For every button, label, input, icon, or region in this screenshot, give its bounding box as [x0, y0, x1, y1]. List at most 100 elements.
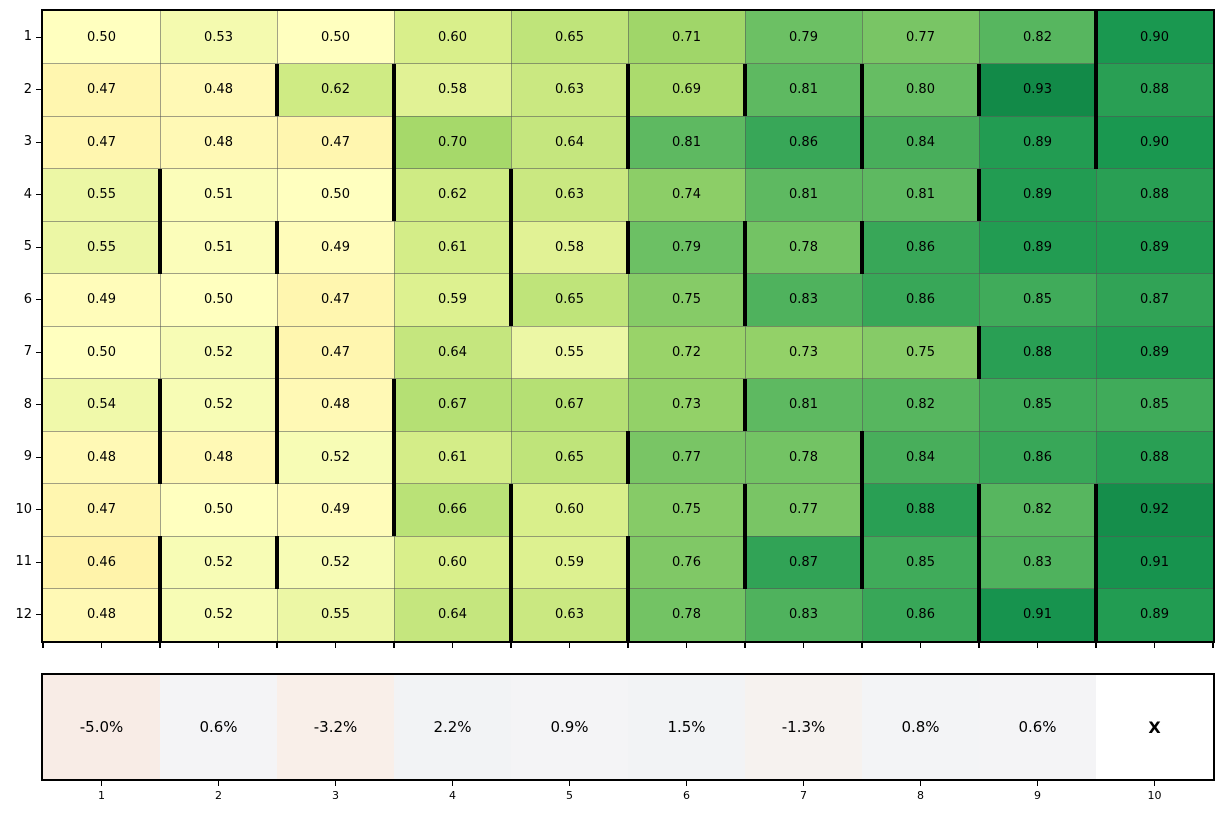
- heatmap-cell: 0.82: [979, 483, 1096, 536]
- heatmap-cell: 0.64: [394, 588, 511, 641]
- bold-boundary-marker: [158, 378, 162, 431]
- bold-boundary-marker: [1094, 116, 1098, 169]
- y-tick-label: 4: [23, 186, 32, 202]
- heatmap-bottom-tick-mark: [1153, 643, 1156, 648]
- bold-boundary-marker: [1094, 11, 1098, 64]
- bold-boundary-marker: [977, 588, 981, 641]
- heatmap-horizontal-gridline: [43, 483, 1213, 484]
- x-tick-label: 10: [1147, 789, 1162, 802]
- heatmap-cell: 0.89: [1096, 326, 1213, 379]
- heatmap-cell: 0.49: [277, 483, 394, 536]
- summary-cell: 2.2%: [394, 675, 511, 779]
- heatmap-cell: 0.50: [160, 273, 277, 326]
- bold-boundary-marker: [275, 221, 279, 274]
- heatmap-horizontal-gridline: [43, 378, 1213, 379]
- heatmap-cell: 0.82: [862, 378, 979, 431]
- heatmap-cell: 0.59: [511, 536, 628, 589]
- x-tick-mark: [685, 781, 688, 786]
- y-tick-label: 11: [15, 554, 32, 570]
- bold-boundary-marker: [743, 378, 747, 431]
- heatmap-cell: 0.88: [1096, 431, 1213, 484]
- heatmap-cell: 0.52: [160, 378, 277, 431]
- x-tick-label: 5: [566, 789, 573, 802]
- heatmap-cell: 0.77: [745, 483, 862, 536]
- heatmap-bottom-tick-mark: [802, 643, 805, 648]
- bold-boundary-marker: [626, 536, 630, 589]
- summary-cell: X: [1096, 675, 1213, 779]
- bold-boundary-marker: [743, 483, 747, 536]
- heatmap-cell: 0.60: [394, 536, 511, 589]
- heatmap-cell: 0.84: [862, 116, 979, 169]
- y-tick-label: 8: [23, 396, 32, 412]
- bold-boundary-marker: [626, 588, 630, 641]
- bold-boundary-marker: [743, 273, 747, 326]
- heatmap-cell: 0.86: [862, 588, 979, 641]
- heatmap-cell: 0.75: [628, 483, 745, 536]
- y-tick-label: 5: [23, 239, 32, 255]
- heatmap-cell: 0.55: [511, 326, 628, 379]
- y-tick-label: 1: [23, 29, 32, 45]
- x-tick-label: 7: [800, 789, 807, 802]
- heatmap-cell: 0.86: [862, 273, 979, 326]
- bold-boundary-marker: [509, 273, 513, 326]
- heatmap-cell: 0.70: [394, 116, 511, 169]
- bold-boundary-marker: [158, 168, 162, 221]
- bold-boundary-marker: [977, 326, 981, 379]
- bold-boundary-marker: [158, 221, 162, 274]
- heatmap-cell: 0.49: [277, 221, 394, 274]
- bold-boundary-marker: [743, 63, 747, 116]
- heatmap-cell: 0.77: [862, 11, 979, 64]
- heatmap-bottom-tick-mark: [744, 643, 746, 648]
- bold-boundary-marker: [392, 378, 396, 431]
- x-tick-mark: [568, 781, 571, 786]
- bold-boundary-marker: [977, 483, 981, 536]
- summary-cell: -1.3%: [745, 675, 862, 779]
- heatmap-cell: 0.62: [394, 168, 511, 221]
- heatmap-cell: 0.52: [277, 536, 394, 589]
- heatmap-cell: 0.47: [43, 63, 160, 116]
- y-tick-mark: [36, 509, 41, 511]
- heatmap-cell: 0.92: [1096, 483, 1213, 536]
- bold-boundary-marker: [509, 221, 513, 274]
- y-tick-mark: [36, 246, 41, 248]
- heatmap-cell: 0.83: [979, 536, 1096, 589]
- heatmap-cell: 0.85: [979, 273, 1096, 326]
- heatmap-bottom-tick-mark: [1095, 643, 1097, 648]
- bold-boundary-marker: [275, 431, 279, 484]
- heatmap-bottom-tick-mark: [978, 643, 980, 648]
- heatmap-bottom-tick-mark: [685, 643, 688, 648]
- heatmap-cell: 0.59: [394, 273, 511, 326]
- bold-boundary-marker: [509, 168, 513, 221]
- heatmap-cell: 0.89: [1096, 588, 1213, 641]
- summary-cell: 1.5%: [628, 675, 745, 779]
- heatmap-cell: 0.82: [979, 11, 1096, 64]
- heatmap-bottom-tick-mark: [861, 643, 863, 648]
- heatmap-cell: 0.90: [1096, 116, 1213, 169]
- y-tick-label: 12: [15, 606, 32, 622]
- heatmap-cell: 0.83: [745, 588, 862, 641]
- heatmap-cell: 0.88: [1096, 168, 1213, 221]
- heatmap-cell: 0.85: [1096, 378, 1213, 431]
- heatmap-cell: 0.78: [745, 221, 862, 274]
- heatmap-bottom-tick-mark: [42, 643, 44, 648]
- heatmap-cell: 0.87: [1096, 273, 1213, 326]
- heatmap-cell: 0.73: [628, 378, 745, 431]
- y-tick-label: 10: [15, 501, 32, 517]
- x-tick-mark: [1036, 781, 1039, 786]
- heatmap-cell: 0.71: [628, 11, 745, 64]
- y-tick-mark: [36, 89, 41, 91]
- bold-boundary-marker: [509, 536, 513, 589]
- heatmap-horizontal-gridline: [43, 273, 1213, 274]
- bold-boundary-marker: [509, 588, 513, 641]
- heatmap-cell: 0.51: [160, 221, 277, 274]
- heatmap-cell: 0.50: [43, 326, 160, 379]
- heatmap-cell: 0.52: [160, 326, 277, 379]
- bold-boundary-marker: [977, 63, 981, 116]
- y-tick-mark: [36, 36, 41, 38]
- heatmap-cell: 0.51: [160, 168, 277, 221]
- heatmap-cell: 0.55: [43, 168, 160, 221]
- heatmap-cell: 0.65: [511, 431, 628, 484]
- heatmap-cell: 0.89: [979, 221, 1096, 274]
- heatmap-cell: 0.53: [160, 11, 277, 64]
